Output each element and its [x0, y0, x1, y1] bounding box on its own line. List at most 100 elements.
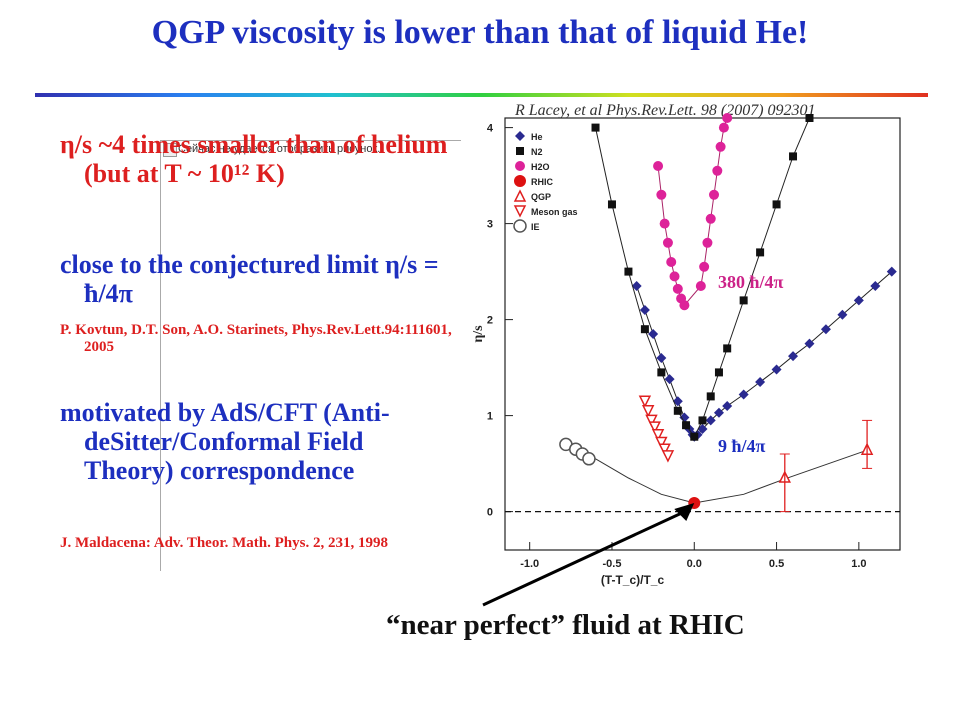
slide-title: QGP viscosity is lower than that of liqu…: [151, 14, 809, 51]
data-point-n2: [706, 392, 715, 401]
broken-image-icon: [163, 143, 177, 157]
reference-maldacena: J. Maldacena: Adv. Theor. Math. Phys. 2,…: [60, 535, 388, 551]
x-axis-label: (T-T_c)/T_c: [601, 573, 665, 587]
legend-marker-h2o: [515, 161, 525, 171]
image-placeholder-frame: [160, 140, 461, 571]
data-point-h2o: [702, 237, 713, 248]
legend-marker-qgp: [513, 189, 527, 202]
data-point-he: [837, 309, 848, 320]
legend-marker-n2: [516, 147, 524, 155]
y-tick-label: 3: [487, 219, 493, 231]
data-point-he: [664, 374, 675, 385]
data-point-h2o: [699, 261, 710, 272]
data-point-he: [639, 305, 650, 315]
data-point-n2: [805, 114, 814, 122]
data-point-h2o: [679, 300, 690, 311]
data-point-meson-gas: [648, 421, 661, 434]
data-point-n2: [673, 406, 682, 415]
data-point-he: [853, 295, 864, 306]
data-point-he: [679, 412, 690, 423]
legend-label-h2o: H2O: [531, 162, 550, 172]
image-placeholder-text: Сейчас не удается отобразить рисунок.: [178, 143, 381, 155]
bullet-viscosity-ratio: η/s ~4 times smaller than of helium (but…: [60, 130, 448, 188]
data-point-meson-gas: [651, 429, 665, 442]
data-point-n2: [723, 344, 732, 353]
arrow-shaft: [482, 508, 689, 607]
legend-label-qgp: QGP: [531, 192, 551, 202]
legend-marker-rhic: [514, 175, 526, 187]
data-point-meson-gas: [641, 405, 655, 418]
legend-marker-ie: [513, 219, 527, 233]
data-point-h2o: [712, 165, 723, 176]
x-tick-label: 0.5: [769, 558, 784, 570]
data-point-he: [697, 424, 708, 435]
data-point-he: [713, 407, 724, 418]
x-tick-label: 0.0: [687, 558, 702, 570]
data-point-he: [648, 329, 659, 339]
data-point-he: [755, 377, 766, 387]
data-point-n2: [698, 416, 707, 425]
data-point-n2: [714, 368, 723, 377]
data-point-n2: [657, 368, 666, 377]
legend-label-n2: N2: [531, 147, 543, 157]
data-point-he: [804, 338, 815, 349]
data-point-he: [705, 415, 716, 426]
data-point-n2: [624, 267, 633, 276]
x-tick-label: -1.0: [520, 558, 539, 570]
data-point-h2o: [722, 113, 733, 123]
title-divider: [35, 93, 928, 97]
annotation-9: 9 ħ/4π: [718, 436, 766, 456]
reference-kovtun: P. Kovtun, D.T. Son, A.O. Starinets, Phy…: [60, 322, 452, 355]
legend-marker-he: [515, 131, 525, 141]
data-point-he: [870, 281, 881, 291]
y-tick-label: 1: [487, 411, 493, 423]
data-point-he: [886, 266, 897, 277]
y-tick-label: 4: [487, 123, 494, 135]
data-point-h2o: [656, 189, 667, 200]
data-point-n2: [739, 296, 748, 305]
data-point-h2o: [666, 257, 677, 267]
data-point-he: [771, 364, 782, 375]
data-point-h2o: [653, 161, 664, 171]
annotation-380: 380 ħ/4π: [718, 272, 784, 292]
data-point-h2o: [709, 189, 720, 200]
arrow-head: [674, 502, 695, 521]
data-point-n2: [607, 200, 616, 209]
y-tick-label: 0: [487, 507, 493, 519]
near-perfect-fluid-label: “near perfect” fluid at RHIC: [386, 609, 745, 641]
plot-frame: [504, 117, 901, 551]
data-point-meson-gas: [661, 450, 675, 463]
data-point-h2o: [669, 271, 680, 282]
legend-label-he: He: [531, 132, 543, 142]
data-point-he: [820, 324, 831, 335]
bullet-conjectured-limit: close to the conjectured limit η/s = ħ/4…: [60, 250, 439, 308]
data-point-h2o: [715, 141, 726, 152]
data-point-h2o: [672, 283, 683, 294]
data-point-n2: [690, 432, 699, 441]
y-tick-label: 2: [487, 315, 493, 327]
legend-label-meson-gas: Meson gas: [531, 207, 578, 217]
data-point-n2: [682, 421, 691, 430]
data-point-he: [788, 351, 799, 362]
y-axis-label: η/s: [471, 325, 486, 343]
x-tick-label: 1.0: [851, 558, 866, 570]
chart-citation: R Lacey, et al Phys.Rev.Lett. 98 (2007) …: [515, 102, 816, 119]
data-point-ie: [582, 452, 596, 466]
data-point-h2o: [705, 213, 716, 224]
data-point-h2o: [695, 281, 706, 291]
data-point-n2: [789, 152, 798, 161]
data-point-h2o: [662, 237, 673, 248]
data-point-he: [631, 281, 642, 291]
data-point-h2o: [718, 122, 729, 133]
data-point-n2: [640, 325, 649, 334]
data-point-he: [738, 389, 749, 400]
bullet-ads-cft: motivated by AdS/CFT (Anti-deSitter/Conf…: [60, 398, 390, 485]
data-point-n2: [756, 248, 765, 257]
data-point-he: [656, 353, 667, 363]
data-point-he: [722, 401, 733, 411]
data-point-h2o: [659, 218, 670, 229]
legend-marker-meson-gas: [513, 205, 527, 218]
data-point-meson-gas: [645, 414, 658, 428]
data-point-n2: [772, 200, 781, 209]
data-point-meson-gas: [658, 443, 671, 456]
